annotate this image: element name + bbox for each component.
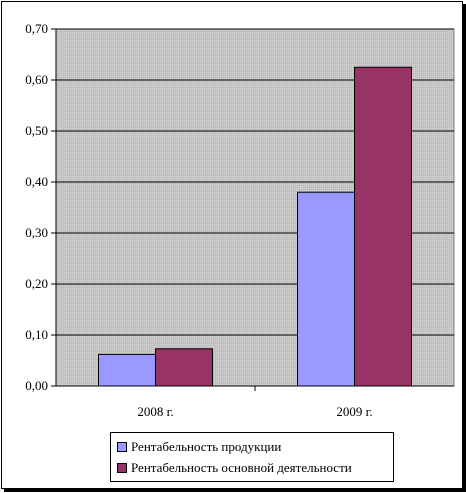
y-tick-label: 0,60	[25, 72, 48, 87]
legend-label: Рентабельность продукции	[131, 439, 282, 454]
bar-1-1	[98, 353, 156, 387]
legend-item-series-2: Рентабельность основной деятельности	[117, 458, 352, 478]
legend-label: Рентабельность основной деятельности	[131, 460, 352, 475]
x-tick-labels: 2008 г. 2009 г.	[137, 404, 372, 419]
y-tick-label: 0,70	[25, 21, 48, 36]
y-tick-label: 0,10	[25, 327, 48, 342]
bars	[98, 66, 412, 387]
legend-swatch	[117, 442, 127, 452]
bar-1-2	[297, 191, 355, 387]
axes	[51, 28, 454, 391]
y-tick-label: 0,40	[25, 174, 48, 189]
x-tick-label: 2009 г.	[336, 404, 372, 419]
legend: Рентабельность продукции Рентабельность …	[110, 432, 394, 482]
y-tick-label: 0,20	[25, 276, 48, 291]
bar-2-2	[354, 66, 412, 387]
y-tick-label: 0,50	[25, 123, 48, 138]
legend-item-series-1: Рентабельность продукции	[117, 437, 281, 457]
y-tick-label: 0,30	[25, 225, 48, 240]
y-tick-labels: 0,00 0,10 0,20 0,30 0,40 0,50 0,60 0,70	[25, 21, 48, 393]
x-tick-label: 2008 г.	[137, 404, 173, 419]
y-tick-label: 0,00	[25, 378, 48, 393]
bar-2-1	[155, 348, 213, 387]
legend-swatch	[117, 463, 127, 473]
